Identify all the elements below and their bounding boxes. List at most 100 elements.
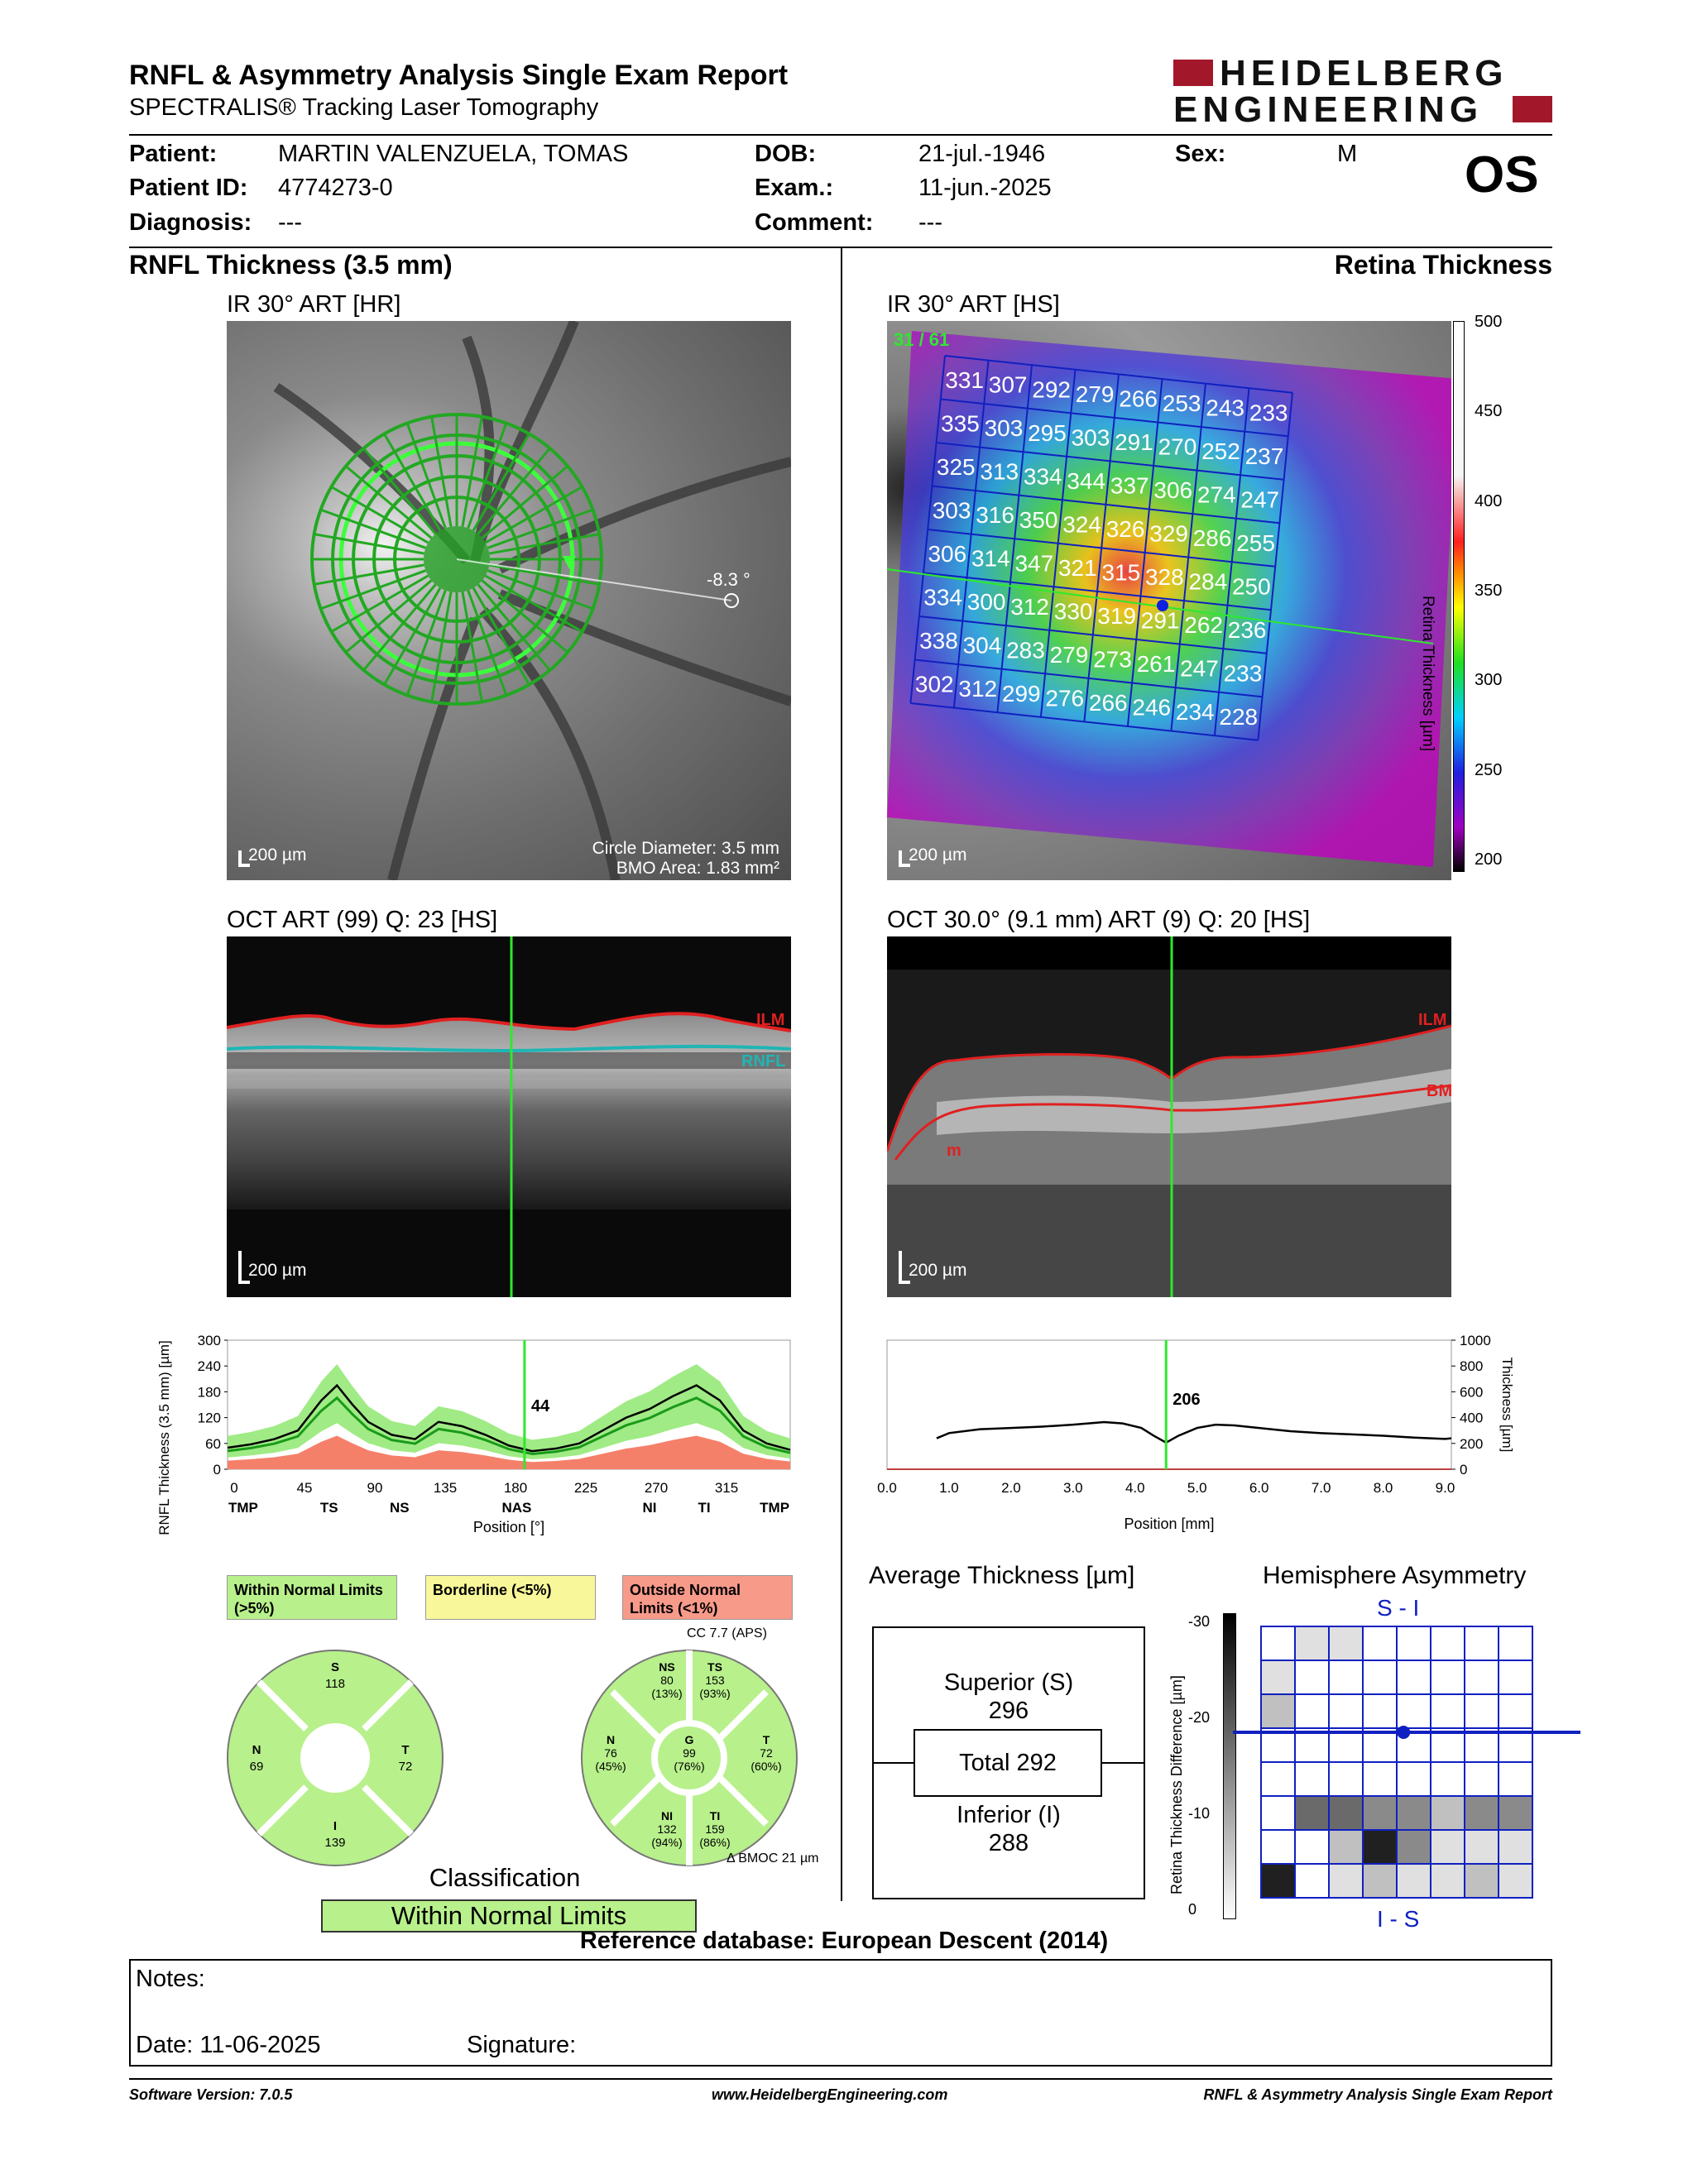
circle-spoke <box>487 569 593 611</box>
retina-grid-value: 262 <box>1184 612 1223 638</box>
asymmetry-cell <box>1362 1693 1398 1729</box>
notes-box: Notes: Date: 11-06-2025 Signature: <box>129 1959 1552 2067</box>
dob-label: DOB: <box>755 141 817 167</box>
asymmetry-cell <box>1464 1761 1499 1797</box>
retina-grid-value: 313 <box>980 459 1019 485</box>
retina-grid-value: 253 <box>1163 390 1201 416</box>
asymmetry-cell <box>1294 1626 1330 1661</box>
circle-spoke <box>362 583 437 672</box>
retina-y-tick: 200 <box>1460 1436 1483 1452</box>
asymmetry-cell <box>1328 1829 1364 1865</box>
asymmetry-cell <box>1260 1863 1296 1899</box>
cc-label: CC 7.7 (APS) <box>687 1626 767 1640</box>
rnfl-sector-label: TMP <box>760 1500 789 1516</box>
retina-grid-value: 329 <box>1149 521 1188 547</box>
colorbar-tick: 500 <box>1475 313 1503 331</box>
circle-spoke <box>489 563 600 586</box>
retina-grid-value: 270 <box>1158 434 1197 460</box>
circle-spoke <box>484 486 583 544</box>
retina-grid-value: 337 <box>1110 472 1149 498</box>
grid-line <box>910 702 1259 741</box>
retina-grid-value: 316 <box>976 502 1014 528</box>
asymmetry-cell <box>1498 1693 1533 1729</box>
diagnosis-label: Diagnosis: <box>129 209 252 236</box>
rnfl-normal-mean-line <box>227 1396 791 1455</box>
asymmetry-cell <box>1260 1693 1296 1729</box>
six-ni-label: NI <box>661 1809 673 1822</box>
circle-spoke <box>481 579 569 654</box>
grid-line <box>944 355 1293 394</box>
asymmetry-cell <box>1396 1863 1431 1899</box>
rnfl-x-tick: 45 <box>297 1480 313 1496</box>
colorbar-tick: 350 <box>1475 582 1503 600</box>
circle-spoke <box>314 563 424 586</box>
retina-grid-value: 292 <box>1032 376 1071 402</box>
oct-right-image: ILM BM m 200 µm <box>887 936 1451 1297</box>
retina-grid-value: 324 <box>1062 511 1101 537</box>
notes-date: Date: 11-06-2025 <box>136 2032 321 2058</box>
circle-spoke <box>467 423 508 529</box>
colorbar-tick: 400 <box>1475 491 1503 510</box>
retina-grid-value: 266 <box>1119 386 1158 411</box>
asymmetry-cell <box>1464 1863 1499 1899</box>
ir-right-label: IR 30° ART [HS] <box>887 291 1060 318</box>
retina-grid-value: 279 <box>1050 642 1089 668</box>
rnfl-x-label: Position [°] <box>473 1519 544 1535</box>
circle-spoke <box>477 447 551 535</box>
asymmetry-cell <box>1260 1795 1296 1831</box>
six-ti-label: TI <box>710 1809 720 1822</box>
retina-y-tick: 0 <box>1460 1462 1467 1478</box>
ir-left-scalebar: 200 µm <box>248 845 307 864</box>
comment-value: --- <box>918 209 942 236</box>
colorbar-tick: 300 <box>1475 671 1503 690</box>
rnfl-x-tick: 180 <box>504 1480 527 1496</box>
asymmetry-cell <box>1260 1660 1296 1695</box>
grid-line <box>928 529 1276 568</box>
asymmetry-cell <box>1294 1761 1330 1797</box>
asymmetry-cell <box>1362 1660 1398 1695</box>
six-ti-pct: (86%) <box>699 1836 730 1849</box>
asymmetry-cell <box>1328 1761 1364 1797</box>
superior-value: 296 <box>988 1698 1029 1724</box>
circle-spoke <box>330 486 429 544</box>
circle-spoke <box>320 508 426 549</box>
asymmetry-tick: -10 <box>1188 1805 1211 1822</box>
grid-line <box>1126 378 1163 727</box>
rnfl-y-tick: 60 <box>205 1436 221 1452</box>
circle-spoke <box>430 416 453 527</box>
six-ts-value: 153 <box>705 1674 725 1687</box>
asymmetry-cell <box>1498 1761 1533 1797</box>
legend-outside: Outside Normal Limits (<1%) <box>622 1575 793 1620</box>
retina-grid-value: 247 <box>1180 656 1219 682</box>
eye-label: OS <box>1465 146 1539 204</box>
six-g-pct: (76%) <box>674 1760 704 1773</box>
asymmetry-cell <box>1294 1863 1330 1899</box>
asymmetry-cell <box>1498 1863 1533 1899</box>
rnfl-y-tick: 120 <box>198 1410 221 1426</box>
asymmetry-cell <box>1362 1863 1398 1899</box>
asymmetry-tick: -30 <box>1188 1613 1211 1630</box>
asymmetry-top-label: S - I <box>1377 1595 1420 1621</box>
asymmetry-bottom-label: I - S <box>1377 1906 1420 1932</box>
asymmetry-cell <box>1430 1795 1465 1831</box>
exam-label: Exam.: <box>755 175 834 201</box>
rnfl-x-tick: 135 <box>434 1480 457 1496</box>
retina-grid-value: 243 <box>1206 395 1244 421</box>
six-ti-value: 159 <box>705 1822 725 1836</box>
asymmetry-cell <box>1362 1761 1398 1797</box>
asymmetry-cell <box>1396 1693 1431 1729</box>
circle-spoke <box>461 416 483 527</box>
grid-line <box>909 355 946 704</box>
ir-fundus-image: -8.3 ° 200 µm Circle Diameter: 3.5 mm BM… <box>227 321 791 880</box>
asymmetry-cell <box>1430 1660 1465 1695</box>
retina-grid-value: 228 <box>1219 704 1258 730</box>
average-title: Average Thickness [µm] <box>869 1562 1135 1589</box>
asymmetry-cell <box>1498 1626 1533 1661</box>
oct-left-label: OCT ART (99) Q: 23 [HS] <box>227 907 498 933</box>
logo-line1: HEIDELBERG <box>1220 53 1508 93</box>
quad-s-value: 118 <box>325 1677 345 1691</box>
retina-grid-value: 273 <box>1093 646 1132 672</box>
rnfl-y-tick: 240 <box>198 1358 221 1374</box>
retina-x-tick: 8.0 <box>1374 1480 1393 1496</box>
retina-grid-value: 319 <box>1097 603 1136 629</box>
